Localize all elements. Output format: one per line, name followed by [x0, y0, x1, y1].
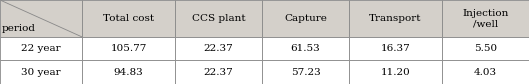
Text: 105.77: 105.77 [111, 44, 147, 53]
Text: 57.23: 57.23 [290, 68, 321, 77]
Text: 16.37: 16.37 [381, 44, 411, 53]
Bar [0, 60, 82, 84]
Bar [82, 37, 175, 60]
Text: 61.53: 61.53 [290, 44, 321, 53]
Text: 22.37: 22.37 [204, 68, 233, 77]
Text: Injection
/well: Injection /well [462, 9, 509, 28]
Bar [0, 0, 82, 37]
Text: Transport: Transport [369, 14, 422, 23]
Bar [442, 37, 529, 60]
Text: 30 year: 30 year [21, 68, 61, 77]
Bar [349, 0, 442, 37]
Text: 11.20: 11.20 [381, 68, 411, 77]
Bar [349, 37, 442, 60]
Bar [262, 37, 349, 60]
Text: Total cost: Total cost [103, 14, 154, 23]
Bar [175, 0, 262, 37]
Text: CCS plant: CCS plant [192, 14, 245, 23]
Text: 94.83: 94.83 [114, 68, 143, 77]
Text: 5.50: 5.50 [474, 44, 497, 53]
Bar [82, 60, 175, 84]
Bar [0, 37, 82, 60]
Text: 22.37: 22.37 [204, 44, 233, 53]
Bar [82, 0, 175, 37]
Bar [262, 0, 349, 37]
Text: period: period [2, 24, 36, 33]
Bar [442, 0, 529, 37]
Bar [175, 37, 262, 60]
Bar [442, 60, 529, 84]
Bar [349, 60, 442, 84]
Bar [175, 60, 262, 84]
Bar [262, 60, 349, 84]
Text: 4.03: 4.03 [474, 68, 497, 77]
Text: Capture: Capture [284, 14, 327, 23]
Text: 22 year: 22 year [21, 44, 61, 53]
